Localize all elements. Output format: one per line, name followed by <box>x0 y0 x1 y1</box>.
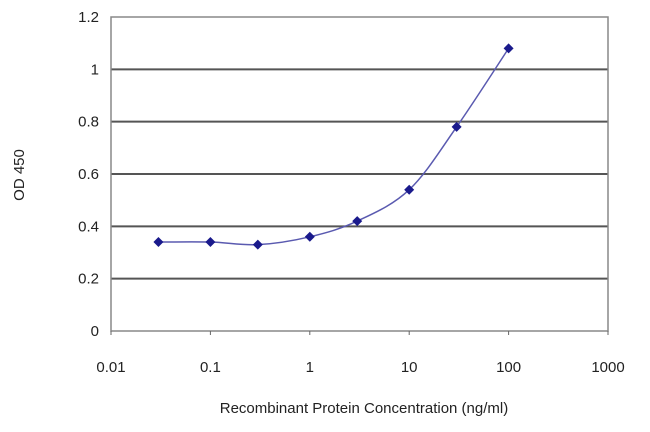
x-axis-ticks: 0.01 0.1 1 10 100 1000 <box>96 331 625 376</box>
data-point <box>153 237 164 248</box>
series <box>153 43 514 250</box>
y-axis-label: OD 450 <box>11 149 28 201</box>
y-tick-label: 1 <box>91 61 99 78</box>
data-point <box>451 121 462 132</box>
data-point <box>205 237 216 248</box>
y-tick-label: 0 <box>91 323 99 340</box>
plot-area-border <box>110 16 609 332</box>
series-line <box>158 47 510 246</box>
y-tick-label: 1.2 <box>78 9 99 26</box>
x-tick-label: 1000 <box>591 359 624 376</box>
x-tick-label: 1 <box>306 359 314 376</box>
data-point <box>503 43 514 54</box>
data-point <box>252 239 263 250</box>
grid <box>111 68 608 280</box>
y-tick-label: 0.6 <box>78 166 99 183</box>
y-tick-label: 0.8 <box>78 114 99 131</box>
x-tick-label: 100 <box>496 359 521 376</box>
data-point <box>352 216 363 227</box>
y-tick-label: 0.4 <box>78 218 99 235</box>
y-axis-ticks: 0 0.2 0.4 0.6 0.8 1 1.2 <box>78 9 99 340</box>
x-axis-label: Recombinant Protein Concentration (ng/ml… <box>220 400 508 417</box>
x-tick-label: 0.01 <box>96 359 125 376</box>
y-tick-label: 0.2 <box>78 271 99 288</box>
x-tick-label: 10 <box>401 359 418 376</box>
x-tick-label: 0.1 <box>200 359 221 376</box>
data-point <box>404 184 415 195</box>
data-point <box>304 231 315 242</box>
